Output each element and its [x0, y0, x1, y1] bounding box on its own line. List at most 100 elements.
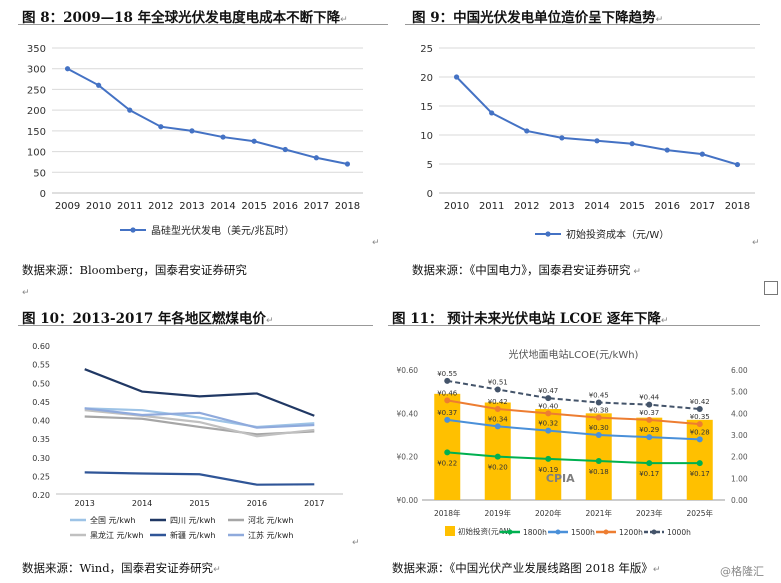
data-label: ¥0.46 — [437, 389, 458, 397]
data-point — [696, 460, 703, 467]
fig8-title-rule — [18, 24, 388, 25]
data-point — [545, 410, 552, 417]
fig9-title: 图 9：中国光伏发电单位造价呈下降趋势↵ — [412, 10, 664, 26]
legend-label: 1000h — [667, 528, 691, 537]
legend-marker — [603, 529, 609, 535]
legend-label: 新疆 元/kwh — [170, 530, 215, 540]
y-tick-label: 0 — [40, 189, 46, 200]
series-line — [84, 368, 315, 417]
legend-label: 晶硅型光伏发电（美元/兆瓦时） — [151, 224, 294, 237]
x-tick-label: 2023年 — [636, 508, 663, 518]
data-label: ¥0.35 — [690, 413, 710, 421]
series-line — [447, 418, 700, 441]
fig10-source: 数据来源：Wind，国泰君安证券研究↵ — [22, 561, 221, 575]
data-label: ¥0.37 — [639, 409, 659, 417]
data-point — [646, 460, 653, 467]
fig9-chart: 0 5 10 15 20 25 2010 2011 2012 2013 2014 2015 2016 20… — [420, 44, 755, 241]
x-tick-label: 2025年 — [686, 508, 713, 518]
x-tick-label: 2014 — [132, 499, 152, 508]
legend-label: 初始投资成本（元/W） — [566, 228, 669, 241]
x-tick-label: 2015 — [619, 201, 644, 212]
data-point — [127, 107, 133, 113]
x-tick-label: 2017 — [304, 201, 329, 212]
series-line — [84, 471, 315, 486]
y-tick-label: 50 — [33, 168, 46, 179]
y-tick-label: 350 — [27, 44, 46, 55]
data-label: ¥0.19 — [538, 466, 558, 474]
data-point — [189, 128, 195, 134]
fig9-source: 数据来源：《中国电力》，国泰君安证券研究 ↵ — [412, 263, 641, 277]
data-point — [344, 161, 351, 167]
y-tick-label: 0.25 — [32, 472, 50, 481]
data-point — [699, 151, 705, 157]
legend-label: 初始投资(元/W) — [458, 526, 511, 536]
y-tick-label: 0.40 — [32, 417, 50, 426]
legend-label: 四川 元/kwh — [170, 516, 215, 525]
resize-handle[interactable] — [764, 281, 778, 295]
x-tick-label: 2016 — [654, 201, 679, 212]
x-tick-label: 2014 — [584, 201, 609, 212]
data-point — [96, 82, 102, 88]
chart-title: 光伏地面电站LCOE(元/kWh) — [509, 348, 639, 361]
data-point — [489, 110, 495, 116]
y-left-tick-label: ¥0.00 — [397, 496, 419, 505]
data-point — [158, 124, 164, 130]
x-tick-label: 2018 — [725, 201, 750, 212]
data-point — [595, 414, 602, 421]
data-point — [646, 416, 653, 423]
data-point — [494, 386, 501, 393]
y-left-tick-label: ¥0.20 — [397, 453, 419, 462]
legend-label: 黑龙江 元/kwh — [90, 530, 143, 540]
x-tick-label: 2011 — [117, 201, 142, 212]
cpia-logo-text: CPIA — [546, 472, 575, 485]
y-tick-label: 0.45 — [32, 398, 50, 407]
data-point — [494, 406, 501, 412]
data-point — [664, 147, 670, 153]
y-tick-label: 10 — [420, 131, 433, 142]
data-label: ¥0.42 — [488, 398, 508, 406]
data-label: ¥0.38 — [589, 407, 609, 415]
y-tick-label: 0.30 — [32, 454, 50, 463]
y-tick-label: 15 — [420, 102, 433, 113]
fig11-title: 图 11： 预计未来光伏电站 LCOE 逐年下降↵ — [392, 311, 669, 327]
y-right-tick-label: 5.00 — [731, 388, 748, 397]
legend-label: 1200h — [619, 528, 643, 537]
x-tick-label: 2012 — [514, 201, 539, 212]
data-point — [313, 155, 319, 161]
x-tick-label: 2014 — [210, 201, 235, 212]
legend-label: 1500h — [571, 528, 595, 537]
y-tick-label: 100 — [27, 148, 46, 159]
data-label: ¥0.51 — [488, 379, 508, 387]
x-tick-label: 2010 — [86, 201, 111, 212]
data-point — [494, 423, 501, 430]
fig11-source: 数据来源：《中国光伏产业发展线路图 2018 年版》↵ — [392, 561, 661, 575]
series-line — [447, 451, 700, 465]
y-tick-label: 25 — [420, 44, 433, 55]
data-label: ¥0.18 — [589, 468, 609, 476]
y-tick-label: 0.35 — [32, 435, 50, 444]
bar — [484, 402, 511, 500]
data-point — [646, 434, 653, 441]
series-line — [84, 407, 315, 429]
fig9-title-rule — [405, 24, 760, 25]
x-tick-label: 2017 — [690, 201, 715, 212]
data-label: ¥0.34 — [488, 415, 509, 423]
y-right-tick-label: 4.00 — [731, 409, 748, 418]
x-tick-label: 2019年 — [484, 508, 511, 518]
data-point — [251, 138, 257, 144]
data-label: ¥0.20 — [488, 464, 508, 472]
data-label: ¥0.17 — [690, 470, 710, 478]
x-tick-label: 2012 — [148, 201, 173, 212]
legend-marker — [545, 231, 551, 237]
y-right-tick-label: 6.00 — [731, 366, 748, 375]
data-point — [545, 395, 552, 402]
data-point — [220, 134, 226, 140]
x-tick-label: 2016 — [247, 499, 267, 508]
data-label: ¥0.40 — [538, 402, 558, 410]
y-tick-label: 0.20 — [32, 491, 50, 500]
data-point — [453, 74, 460, 80]
watermark: @格隆汇 — [720, 565, 764, 578]
data-point — [734, 161, 741, 168]
data-point — [282, 146, 288, 153]
fig11-title-rule — [388, 325, 760, 326]
